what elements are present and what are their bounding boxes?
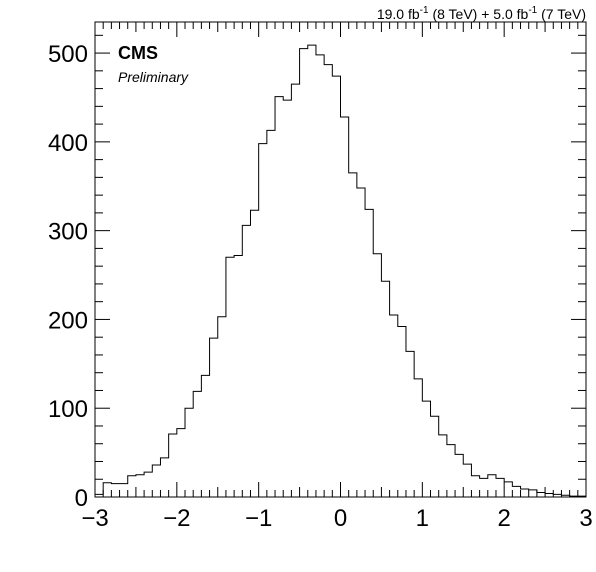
x-tick-label: 3 (579, 505, 592, 532)
x-tick-label: −2 (163, 505, 190, 532)
y-tick-label: 200 (48, 307, 88, 334)
y-tick-label: 0 (75, 485, 88, 512)
luminosity-label: 19.0 fb-1 (8 TeV) + 5.0 fb-1 (7 TeV) (377, 5, 586, 22)
y-tick-label: 400 (48, 130, 88, 157)
x-tick-label: 0 (334, 505, 347, 532)
y-tick-label: 100 (48, 396, 88, 423)
y-tick-labels: 0 100 200 300 400 500 (48, 41, 88, 512)
cms-label: CMS (118, 43, 158, 63)
x-tick-label: 1 (416, 505, 429, 532)
x-tick-label: 2 (497, 505, 510, 532)
histogram (95, 45, 586, 497)
histogram-line (95, 45, 586, 497)
preliminary-label: Preliminary (118, 69, 189, 85)
y-tick-label: 300 (48, 219, 88, 246)
x-tick-labels: −3 −2 −1 0 1 2 3 (81, 505, 592, 532)
y-tick-label: 500 (48, 41, 88, 68)
x-tick-label: −1 (245, 505, 272, 532)
